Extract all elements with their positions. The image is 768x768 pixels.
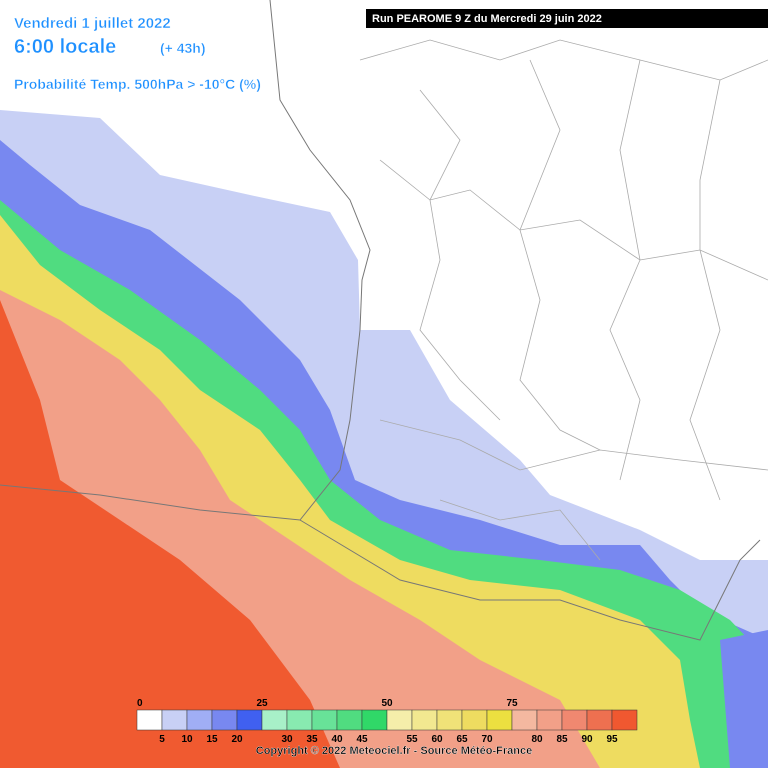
legend-swatch bbox=[461, 709, 488, 731]
date: Vendredi 1 juillet 2022 bbox=[14, 15, 171, 32]
legend: 0 5 10 15 20 25 30 35 40 45 50 55 60 65 70 75 80 85 90 95 bbox=[136, 698, 638, 745]
legend-swatch bbox=[236, 709, 263, 731]
legend-swatch bbox=[561, 709, 588, 731]
legend-label: 55 bbox=[406, 734, 418, 745]
legend-swatch bbox=[586, 709, 613, 731]
legend-swatch bbox=[311, 709, 338, 731]
legend-swatch bbox=[211, 709, 238, 731]
time: 6:00 locale bbox=[14, 36, 116, 58]
legend-swatch bbox=[261, 709, 288, 731]
coastline bbox=[0, 0, 371, 521]
legend-label: 20 bbox=[231, 734, 243, 745]
legend-label: 70 bbox=[481, 734, 493, 745]
legend-swatch bbox=[286, 709, 313, 731]
legend-label: 80 bbox=[531, 734, 543, 745]
legend-swatch bbox=[336, 709, 363, 731]
legend-label: 65 bbox=[456, 734, 468, 745]
department-border bbox=[689, 79, 721, 501]
legend-swatch bbox=[161, 709, 188, 731]
legend-label: 95 bbox=[606, 734, 618, 745]
department-border bbox=[609, 59, 641, 481]
legend-swatch bbox=[386, 709, 413, 731]
copyright: Copyright © 2022 Meteociel.fr - Source M… bbox=[256, 745, 532, 757]
legend-swatch bbox=[536, 709, 563, 731]
legend-swatch bbox=[511, 709, 538, 731]
parameter: Probabilité Temp. 500hPa > -10°C (%) bbox=[14, 76, 261, 92]
legend-label: 0 bbox=[137, 698, 143, 709]
legend-label: 30 bbox=[281, 734, 293, 745]
department-border bbox=[419, 89, 501, 421]
band-95 bbox=[0, 300, 340, 768]
legend-label: 90 bbox=[581, 734, 593, 745]
legend-swatch bbox=[136, 709, 163, 731]
department-border bbox=[439, 499, 601, 561]
legend-swatch bbox=[611, 709, 638, 731]
legend-label: 35 bbox=[306, 734, 318, 745]
legend-label: 50 bbox=[381, 698, 393, 709]
department-border bbox=[379, 159, 768, 281]
border-spain bbox=[299, 519, 761, 641]
legend-swatch bbox=[186, 709, 213, 731]
legend-label: 45 bbox=[356, 734, 368, 745]
legend-label: 85 bbox=[556, 734, 568, 745]
legend-label: 10 bbox=[181, 734, 193, 745]
run: Run PEAROME 9 Z du Mercredi 29 juin 2022 bbox=[372, 13, 602, 25]
department-border bbox=[359, 39, 768, 81]
legend-label: 75 bbox=[506, 698, 518, 709]
lead-time: (+ 43h) bbox=[160, 40, 206, 56]
department-border bbox=[519, 59, 601, 451]
band-15-se bbox=[720, 630, 768, 768]
legend-label: 25 bbox=[256, 698, 268, 709]
legend-label: 15 bbox=[206, 734, 218, 745]
run-banner bbox=[366, 9, 768, 28]
legend-swatch bbox=[361, 709, 388, 731]
legend-label: 60 bbox=[431, 734, 443, 745]
department-border bbox=[379, 419, 768, 471]
legend-label: 5 bbox=[159, 734, 165, 745]
legend-swatch bbox=[411, 709, 438, 731]
legend-swatch bbox=[436, 709, 463, 731]
legend-label: 40 bbox=[331, 734, 343, 745]
legend-swatch bbox=[486, 709, 513, 731]
